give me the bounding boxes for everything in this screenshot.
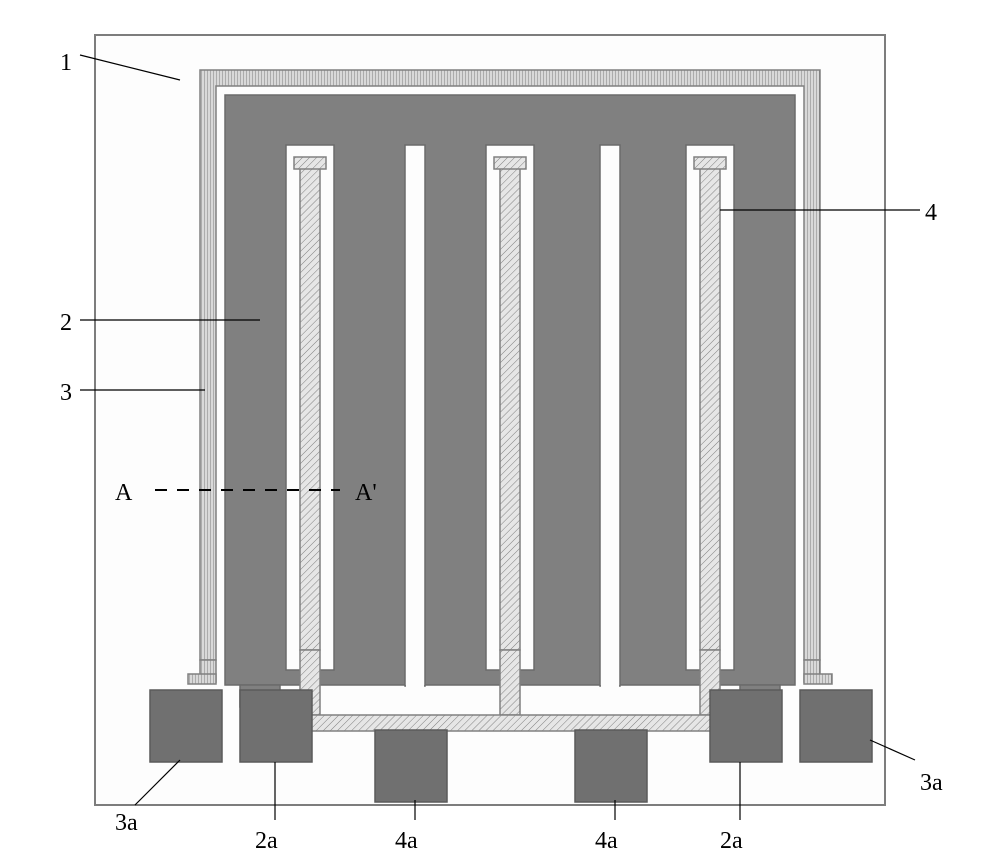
label-2: 2	[60, 310, 72, 337]
diagram-stage: 1 2 3 4 A A' 3a 2a 4a 4a 2a 3a	[0, 0, 1000, 850]
label-3a-left: 3a	[115, 810, 138, 837]
label-4a-right: 4a	[595, 828, 618, 855]
diagram-svg	[0, 0, 1000, 850]
label-4a-left: 4a	[395, 828, 418, 855]
label-3a-right: 3a	[920, 770, 943, 797]
label-4: 4	[925, 200, 937, 227]
label-A: A	[115, 480, 132, 507]
label-2a-right: 2a	[720, 828, 743, 855]
label-1: 1	[60, 50, 72, 77]
label-3: 3	[60, 380, 72, 407]
label-A-prime: A'	[355, 480, 377, 507]
label-2a-left: 2a	[255, 828, 278, 855]
